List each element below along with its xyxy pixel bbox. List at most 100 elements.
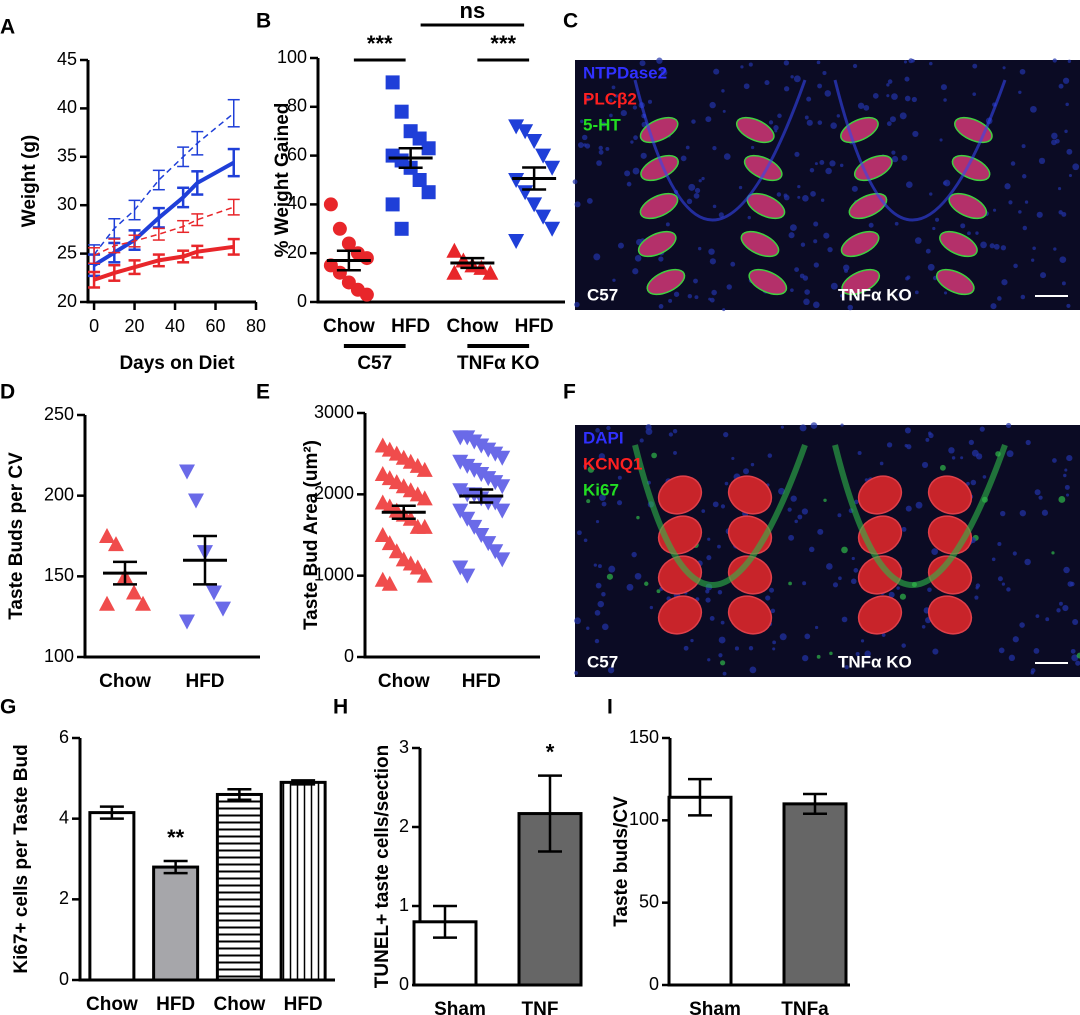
nucleus — [598, 149, 604, 155]
nucleus — [904, 427, 911, 434]
sem-bar — [193, 534, 217, 586]
micrograph — [575, 425, 1080, 677]
nucleus — [705, 589, 710, 594]
nucleus — [1064, 129, 1068, 134]
nucleus — [743, 468, 750, 475]
nucleus — [717, 590, 723, 595]
panel-letter: E — [256, 381, 270, 404]
significance-label: *** — [490, 31, 516, 56]
nucleus — [975, 586, 979, 590]
nucleus — [1032, 246, 1036, 251]
nucleus — [1072, 618, 1079, 626]
dot — [179, 464, 195, 480]
nucleus — [576, 530, 582, 536]
nucleus — [708, 248, 715, 255]
nucleus — [601, 501, 607, 507]
taste-bud — [927, 595, 973, 635]
nucleus — [636, 515, 640, 520]
x-tick-label: 40 — [165, 316, 185, 336]
channel-label: KCNQ1 — [583, 454, 643, 473]
nucleus — [830, 282, 838, 290]
nucleus — [721, 89, 725, 93]
significance-label: ** — [167, 825, 185, 850]
nucleus — [581, 134, 588, 141]
nucleus — [837, 513, 842, 518]
dot — [452, 560, 469, 576]
nucleus — [1025, 439, 1031, 446]
nucleus — [614, 94, 619, 98]
nucleus — [608, 565, 616, 573]
y-tick-label: 0 — [649, 974, 659, 994]
error-bar — [108, 238, 121, 254]
nucleus — [750, 145, 755, 150]
nucleus — [899, 593, 907, 600]
nucleus — [632, 268, 639, 275]
dot — [135, 595, 151, 611]
dot — [517, 124, 534, 140]
panel-letter: G — [0, 696, 16, 719]
nucleus — [1000, 245, 1007, 251]
error-bar — [227, 98, 240, 128]
nucleus — [783, 60, 790, 66]
nucleus — [794, 151, 800, 157]
taste-bud — [740, 230, 780, 258]
nucleus — [1070, 648, 1076, 654]
x-tick-label: HFD — [284, 994, 323, 1015]
nucleus — [1066, 148, 1073, 155]
nucleus — [891, 155, 899, 163]
nucleus — [1041, 509, 1049, 516]
nucleus — [1012, 636, 1019, 643]
dot — [535, 148, 552, 164]
nucleus — [574, 670, 579, 675]
nucleus — [1006, 450, 1014, 458]
nucleus — [970, 479, 977, 486]
nucleus — [1051, 139, 1057, 146]
dot — [459, 568, 476, 584]
nucleus — [717, 544, 721, 549]
dot — [421, 185, 436, 200]
nucleus — [673, 291, 680, 297]
nucleus — [1066, 303, 1071, 308]
nucleus — [896, 586, 900, 590]
dot — [215, 601, 231, 617]
panel-letter: A — [0, 16, 15, 39]
nucleus — [779, 633, 787, 641]
error-bar — [108, 218, 121, 239]
nucleus — [698, 179, 702, 183]
nucleus — [660, 69, 668, 76]
nucleus — [634, 572, 642, 580]
y-tick-label: 200 — [44, 484, 74, 504]
nucleus — [1062, 604, 1069, 612]
nucleus — [991, 557, 996, 562]
nucleus — [1053, 247, 1057, 251]
taste-bud — [657, 555, 703, 595]
taste-bud — [848, 192, 888, 220]
nucleus — [1038, 495, 1043, 500]
nucleus — [839, 163, 844, 168]
nucleus — [595, 582, 602, 589]
y-axis-label: Taste buds/CV — [611, 796, 632, 927]
channel-label: 5-HT — [583, 115, 621, 134]
y-tick-label: 3 — [399, 737, 409, 757]
nucleus — [748, 62, 753, 67]
nucleus — [586, 499, 591, 504]
nucleus — [597, 564, 602, 569]
dot — [332, 221, 347, 236]
taste-bud — [748, 268, 788, 296]
error-bar — [99, 805, 124, 820]
nucleus — [634, 255, 642, 262]
error-bar — [177, 146, 190, 168]
nucleus — [857, 102, 865, 109]
y-tick-label: 40 — [57, 97, 77, 117]
nucleus — [1061, 281, 1066, 286]
x-tick-label: 60 — [206, 316, 226, 336]
nucleus — [788, 534, 795, 541]
nucleus — [668, 432, 673, 437]
taste-bud — [743, 154, 783, 182]
y-tick-label: 25 — [57, 242, 77, 262]
x-tick-label: Chow — [86, 994, 138, 1015]
taste-bud — [646, 268, 686, 296]
dot — [508, 234, 525, 249]
nucleus — [1006, 587, 1011, 592]
nucleus — [608, 98, 613, 103]
